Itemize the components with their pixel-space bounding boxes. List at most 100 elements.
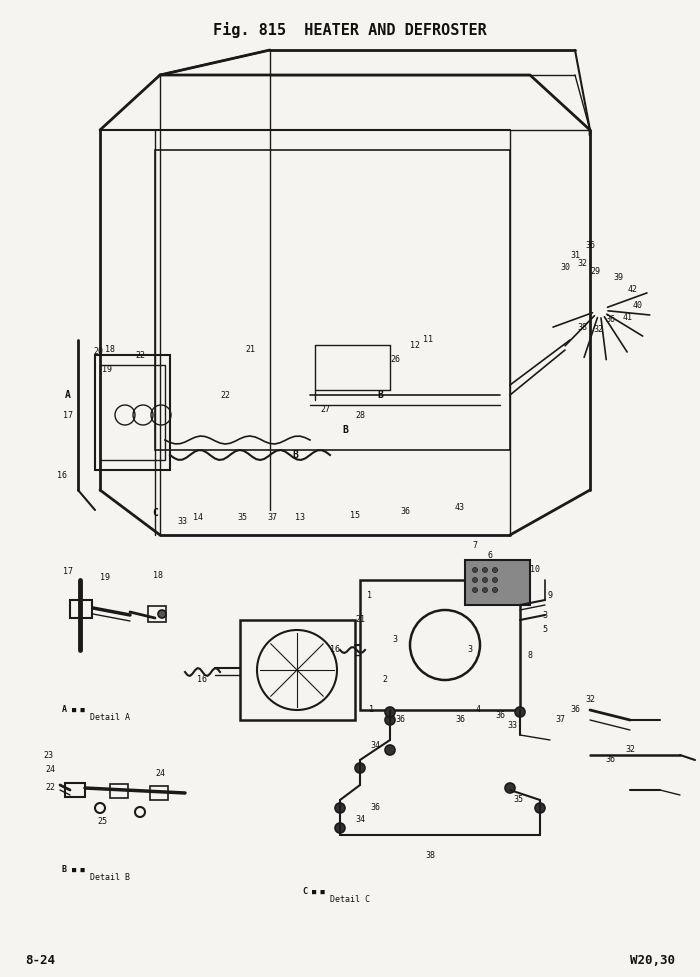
Text: C: C [302, 887, 307, 897]
Circle shape [335, 823, 345, 833]
Bar [465, 560, 530, 605]
Bar [70, 600, 92, 618]
Text: 41: 41 [623, 314, 633, 322]
Text: B: B [342, 425, 348, 435]
Text: 22: 22 [135, 351, 145, 360]
Text: 36: 36 [585, 240, 595, 249]
Text: 32: 32 [593, 325, 603, 334]
Text: 3: 3 [468, 646, 472, 655]
Text: 36: 36 [455, 715, 465, 725]
Text: 35: 35 [237, 513, 247, 522]
Text: ■ ■: ■ ■ [312, 889, 325, 895]
Circle shape [482, 577, 487, 582]
Text: 8-24: 8-24 [25, 954, 55, 966]
Text: 36: 36 [400, 507, 410, 517]
Text: 22: 22 [45, 784, 55, 792]
Text: ■ ■: ■ ■ [72, 707, 85, 713]
Text: 21: 21 [355, 616, 365, 624]
Text: 36: 36 [605, 316, 615, 324]
Text: 6: 6 [487, 550, 493, 560]
Text: 30: 30 [560, 264, 570, 273]
Text: 26: 26 [390, 356, 400, 364]
Text: 36: 36 [395, 715, 405, 725]
Text: 36: 36 [370, 803, 380, 813]
Text: 11: 11 [423, 335, 433, 345]
Bar [65, 783, 85, 797]
Bar [110, 784, 128, 798]
Text: 13: 13 [295, 513, 305, 522]
Text: 27: 27 [320, 405, 330, 414]
Text: Detail C: Detail C [330, 896, 370, 905]
Text: ■ ■: ■ ■ [72, 867, 85, 873]
Circle shape [493, 587, 498, 592]
Text: B: B [377, 390, 383, 400]
Circle shape [482, 568, 487, 573]
Circle shape [385, 707, 395, 717]
Text: A: A [65, 390, 71, 400]
Text: 9: 9 [547, 590, 552, 600]
Text: 34: 34 [355, 816, 365, 825]
Text: 36: 36 [495, 710, 505, 719]
Text: 18: 18 [153, 571, 163, 579]
Circle shape [493, 577, 498, 582]
Circle shape [385, 715, 395, 725]
Text: 2: 2 [382, 675, 388, 685]
Circle shape [355, 763, 365, 773]
Text: 38: 38 [577, 323, 587, 332]
Text: 34: 34 [370, 741, 380, 749]
Text: 33: 33 [507, 720, 517, 730]
Circle shape [335, 803, 345, 813]
Text: 24: 24 [155, 769, 165, 778]
Text: 3: 3 [393, 635, 398, 645]
Bar [100, 365, 165, 460]
Text: Detail B: Detail B [90, 873, 130, 882]
Text: 28: 28 [355, 410, 365, 419]
Text: 16: 16 [57, 471, 67, 480]
Text: 36: 36 [605, 755, 615, 764]
Text: 24: 24 [45, 766, 55, 775]
Bar [148, 606, 166, 622]
Text: 8: 8 [528, 651, 533, 659]
Text: 4: 4 [475, 705, 480, 714]
Text: 31: 31 [570, 250, 580, 260]
Text: 37: 37 [267, 513, 277, 522]
Text: C: C [152, 508, 158, 518]
Text: 36: 36 [570, 705, 580, 714]
Bar [155, 150, 510, 450]
Circle shape [493, 568, 498, 573]
Text: A: A [62, 705, 67, 714]
Text: 19: 19 [100, 573, 110, 581]
Text: 16: 16 [330, 646, 340, 655]
Text: 33: 33 [177, 518, 187, 527]
Text: 3: 3 [542, 611, 547, 619]
Circle shape [473, 587, 477, 592]
Bar [240, 620, 355, 720]
Text: 12: 12 [410, 341, 420, 350]
Text: 32: 32 [577, 259, 587, 268]
Text: 29: 29 [590, 268, 600, 276]
Text: 19: 19 [102, 365, 112, 374]
Text: 14: 14 [193, 513, 203, 522]
Text: 10: 10 [530, 566, 540, 574]
Bar [360, 580, 520, 710]
Text: 7: 7 [473, 540, 477, 549]
Text: W20,30: W20,30 [630, 954, 675, 966]
Text: 23: 23 [43, 750, 53, 759]
Circle shape [473, 568, 477, 573]
Text: 32: 32 [585, 696, 595, 704]
Circle shape [515, 707, 525, 717]
Text: B: B [62, 866, 67, 874]
Text: 18: 18 [105, 346, 115, 355]
Text: 37: 37 [555, 715, 565, 725]
Text: 17: 17 [63, 410, 73, 419]
Circle shape [535, 803, 545, 813]
Circle shape [385, 745, 395, 755]
Text: Fig. 815  HEATER AND DEFROSTER: Fig. 815 HEATER AND DEFROSTER [213, 22, 487, 38]
Text: 35: 35 [513, 795, 523, 804]
Text: 15: 15 [350, 511, 360, 520]
Text: 17: 17 [63, 568, 73, 576]
Text: 25: 25 [97, 818, 107, 827]
Text: 39: 39 [613, 274, 623, 282]
Text: 38: 38 [425, 851, 435, 860]
Bar [150, 786, 168, 800]
